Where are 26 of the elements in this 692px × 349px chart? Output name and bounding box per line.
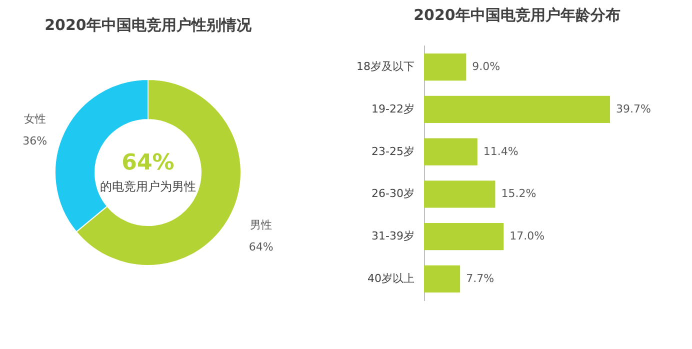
data-label: 15.2% — [501, 187, 536, 200]
chart-title: 2020年中国电竞用户性别情况 — [44, 16, 252, 34]
y-tick-label: 31-39岁 — [372, 230, 414, 243]
text: 的电竞用户为男性 — [100, 180, 196, 194]
bar — [424, 265, 460, 293]
text: 64% — [122, 150, 174, 176]
data-label: 11.4% — [483, 144, 518, 158]
bar — [424, 53, 466, 81]
y-tick-label: 26-30岁 — [372, 187, 414, 200]
data-label: 9.0% — [472, 60, 500, 74]
y-tick-label: 18岁及以下 — [356, 60, 414, 74]
bar — [424, 180, 496, 208]
slice-label: 女性 — [24, 112, 46, 126]
data-label: 7.7% — [466, 272, 494, 285]
bar — [424, 96, 610, 123]
y-tick-label: 40岁以上 — [368, 272, 414, 285]
data-label: 17.0% — [510, 230, 545, 243]
chart-title: 2020年中国电竞用户年龄分布 — [414, 6, 620, 24]
data-label: 64% — [248, 240, 274, 254]
data-label: 39.7% — [616, 102, 651, 116]
data-label: 36% — [22, 134, 48, 148]
y-tick-label: 19-22岁 — [372, 102, 414, 116]
bar — [424, 138, 478, 166]
slice-label: 男性 — [250, 218, 272, 232]
bar — [424, 223, 504, 250]
y-tick-label: 23-25岁 — [372, 144, 414, 158]
